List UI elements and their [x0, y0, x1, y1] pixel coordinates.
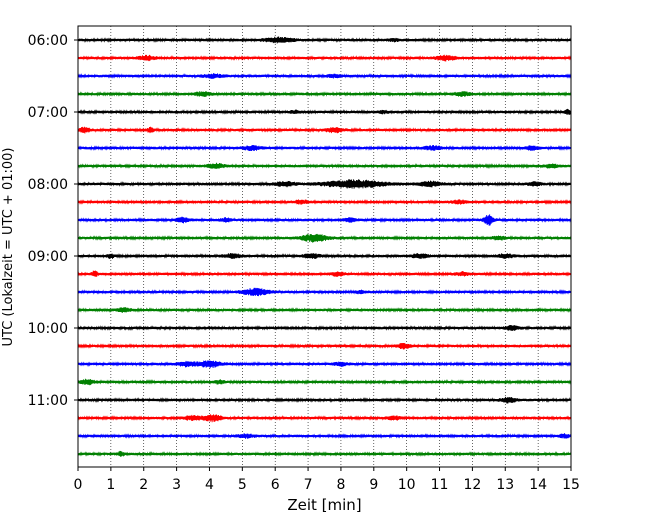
y-axis: 06:00 07:00 08:00 09:00 10:00 11:00 — [28, 33, 78, 409]
trace-line — [77, 270, 572, 277]
trace-line — [77, 342, 572, 350]
trace-line — [77, 307, 572, 313]
x-tick-label: 11 — [431, 477, 449, 493]
trace-line — [77, 450, 572, 457]
trace-line — [77, 144, 572, 151]
trace-group — [77, 36, 572, 457]
x-tick-label: 0 — [74, 477, 83, 493]
x-tick-label: 7 — [304, 477, 313, 493]
trace-line — [77, 378, 572, 386]
x-tick-label: 2 — [139, 477, 148, 493]
trace-line — [77, 108, 572, 115]
trace-line — [77, 433, 572, 439]
x-tick-label: 4 — [205, 477, 214, 493]
trace-line — [77, 253, 572, 260]
x-tick-label: 8 — [336, 477, 345, 493]
plot-frame — [77, 25, 572, 468]
y-tick-label: 09:00 — [28, 249, 68, 265]
trace-line — [77, 325, 572, 331]
x-axis: 0 1 2 3 4 5 6 7 8 9 10 11 12 13 14 15 — [74, 467, 580, 493]
x-tick-label: 6 — [271, 477, 280, 493]
trace-line — [77, 91, 572, 97]
trace-line — [77, 162, 572, 169]
trace-line — [77, 414, 572, 423]
trace-line — [77, 396, 572, 404]
trace-line — [77, 214, 572, 226]
x-tick-label: 15 — [562, 477, 580, 493]
trace-line — [77, 287, 572, 297]
x-tick-label: 14 — [529, 477, 547, 493]
y-tick-label: 08:00 — [28, 177, 68, 193]
trace-line — [77, 233, 572, 243]
trace-line — [77, 199, 572, 205]
y-axis-label: UTC (Lokalzeit = UTC + 01:00) — [1, 148, 16, 347]
x-axis-label: Zeit [min] — [287, 496, 361, 514]
trace-line — [77, 360, 572, 369]
trace-line — [77, 36, 572, 44]
x-tick-label: 9 — [369, 477, 378, 493]
x-tick-label: 12 — [463, 477, 481, 493]
x-tick-label: 13 — [496, 477, 514, 493]
y-tick-label: 10:00 — [28, 321, 68, 337]
trace-line — [77, 54, 572, 62]
y-tick-label: 06:00 — [28, 33, 68, 49]
y-tick-label: 11:00 — [28, 393, 68, 409]
trace-line — [77, 179, 572, 189]
x-tick-label: 10 — [398, 477, 416, 493]
x-tick-label: 1 — [106, 477, 115, 493]
trace-line — [77, 73, 572, 79]
trace-line — [77, 126, 572, 134]
y-tick-label: 07:00 — [28, 105, 68, 121]
x-tick-label: 3 — [172, 477, 181, 493]
x-tick-label: 5 — [238, 477, 247, 493]
